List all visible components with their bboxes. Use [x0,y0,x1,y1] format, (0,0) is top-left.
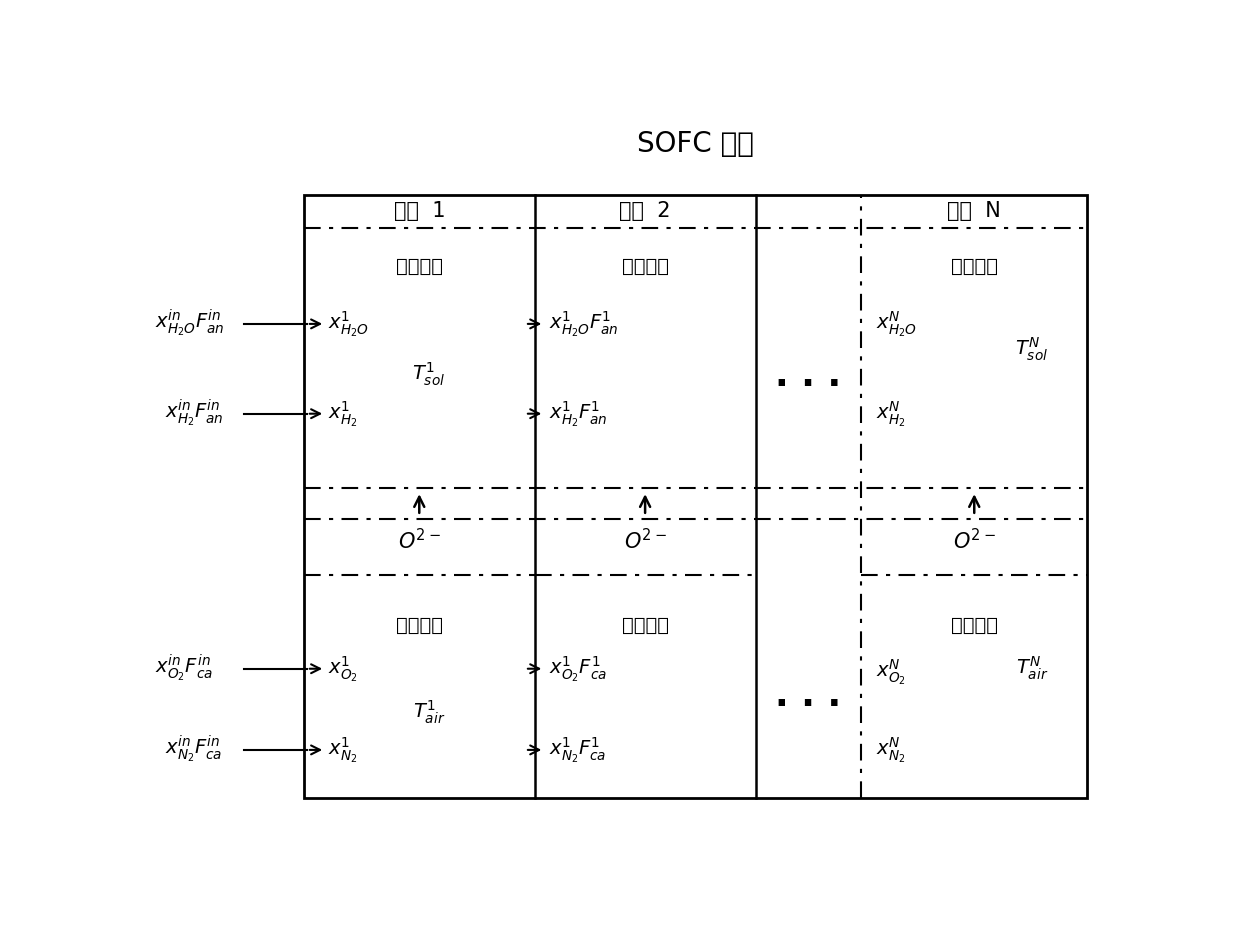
Text: $T^{N}_{air}$: $T^{N}_{air}$ [1016,655,1048,682]
Text: $x^{1}_{H_2}$: $x^{1}_{H_2}$ [327,398,357,428]
Text: $T^{N}_{sol}$: $T^{N}_{sol}$ [1016,335,1049,363]
Text: $x^{1}_{N_2}$: $x^{1}_{N_2}$ [327,735,357,765]
Text: $x^{N}_{H_2O}$: $x^{N}_{H_2O}$ [875,309,916,339]
Text: $x^{1}_{H_2} F^{1}_{an}$: $x^{1}_{H_2} F^{1}_{an}$ [549,398,608,428]
Text: 节点  1: 节点 1 [393,202,445,221]
Text: $x^{in}_{O_2} F^{in}_{ca}$: $x^{in}_{O_2} F^{in}_{ca}$ [155,653,213,684]
Text: $x^{in}_{H_2O} F^{in}_{an}$: $x^{in}_{H_2O} F^{in}_{an}$ [155,309,224,340]
Text: 阳极状态: 阳极状态 [396,257,443,276]
Text: $x^{N}_{H_2}$: $x^{N}_{H_2}$ [875,398,905,428]
Text: $x^{1}_{H_2O} F^{1}_{an}$: $x^{1}_{H_2O} F^{1}_{an}$ [549,309,619,339]
Text: $x^{1}_{H_2O}$: $x^{1}_{H_2O}$ [327,309,370,339]
Text: $x^{in}_{N_2} F^{in}_{ca}$: $x^{in}_{N_2} F^{in}_{ca}$ [165,734,222,765]
Text: 节点  N: 节点 N [947,202,1001,221]
Text: $x^{N}_{O_2}$: $x^{N}_{O_2}$ [875,658,905,688]
Text: $x^{1}_{O_2} F^{1}_{ca}$: $x^{1}_{O_2} F^{1}_{ca}$ [549,654,608,684]
Text: $O^{2-}$: $O^{2-}$ [624,528,667,553]
Text: $T^{1}_{air}$: $T^{1}_{air}$ [413,698,445,726]
Text: $x^{N}_{N_2}$: $x^{N}_{N_2}$ [875,735,905,765]
Text: 阳极状态: 阳极状态 [621,257,668,276]
Text: $T^{1}_{sol}$: $T^{1}_{sol}$ [413,360,445,388]
Text: $O^{2-}$: $O^{2-}$ [398,528,440,553]
Text: $x^{1}_{N_2} F^{1}_{ca}$: $x^{1}_{N_2} F^{1}_{ca}$ [549,735,606,765]
Text: · · ·: · · · [775,368,842,402]
Text: $x^{1}_{O_2}$: $x^{1}_{O_2}$ [327,654,358,684]
Text: 节点  2: 节点 2 [619,202,671,221]
Text: · · ·: · · · [775,688,842,721]
Text: 阴极状态: 阴极状态 [951,616,998,635]
Text: 阴极状态: 阴极状态 [396,616,443,635]
Text: $x^{in}_{H_2} F^{in}_{an}$: $x^{in}_{H_2} F^{in}_{an}$ [165,398,223,429]
Text: 阴极状态: 阴极状态 [621,616,668,635]
Bar [304,195,1087,798]
Text: SOFC 电堆: SOFC 电堆 [637,131,754,159]
Text: $O^{2-}$: $O^{2-}$ [952,528,996,553]
Text: 阳极状态: 阳极状态 [951,257,998,276]
